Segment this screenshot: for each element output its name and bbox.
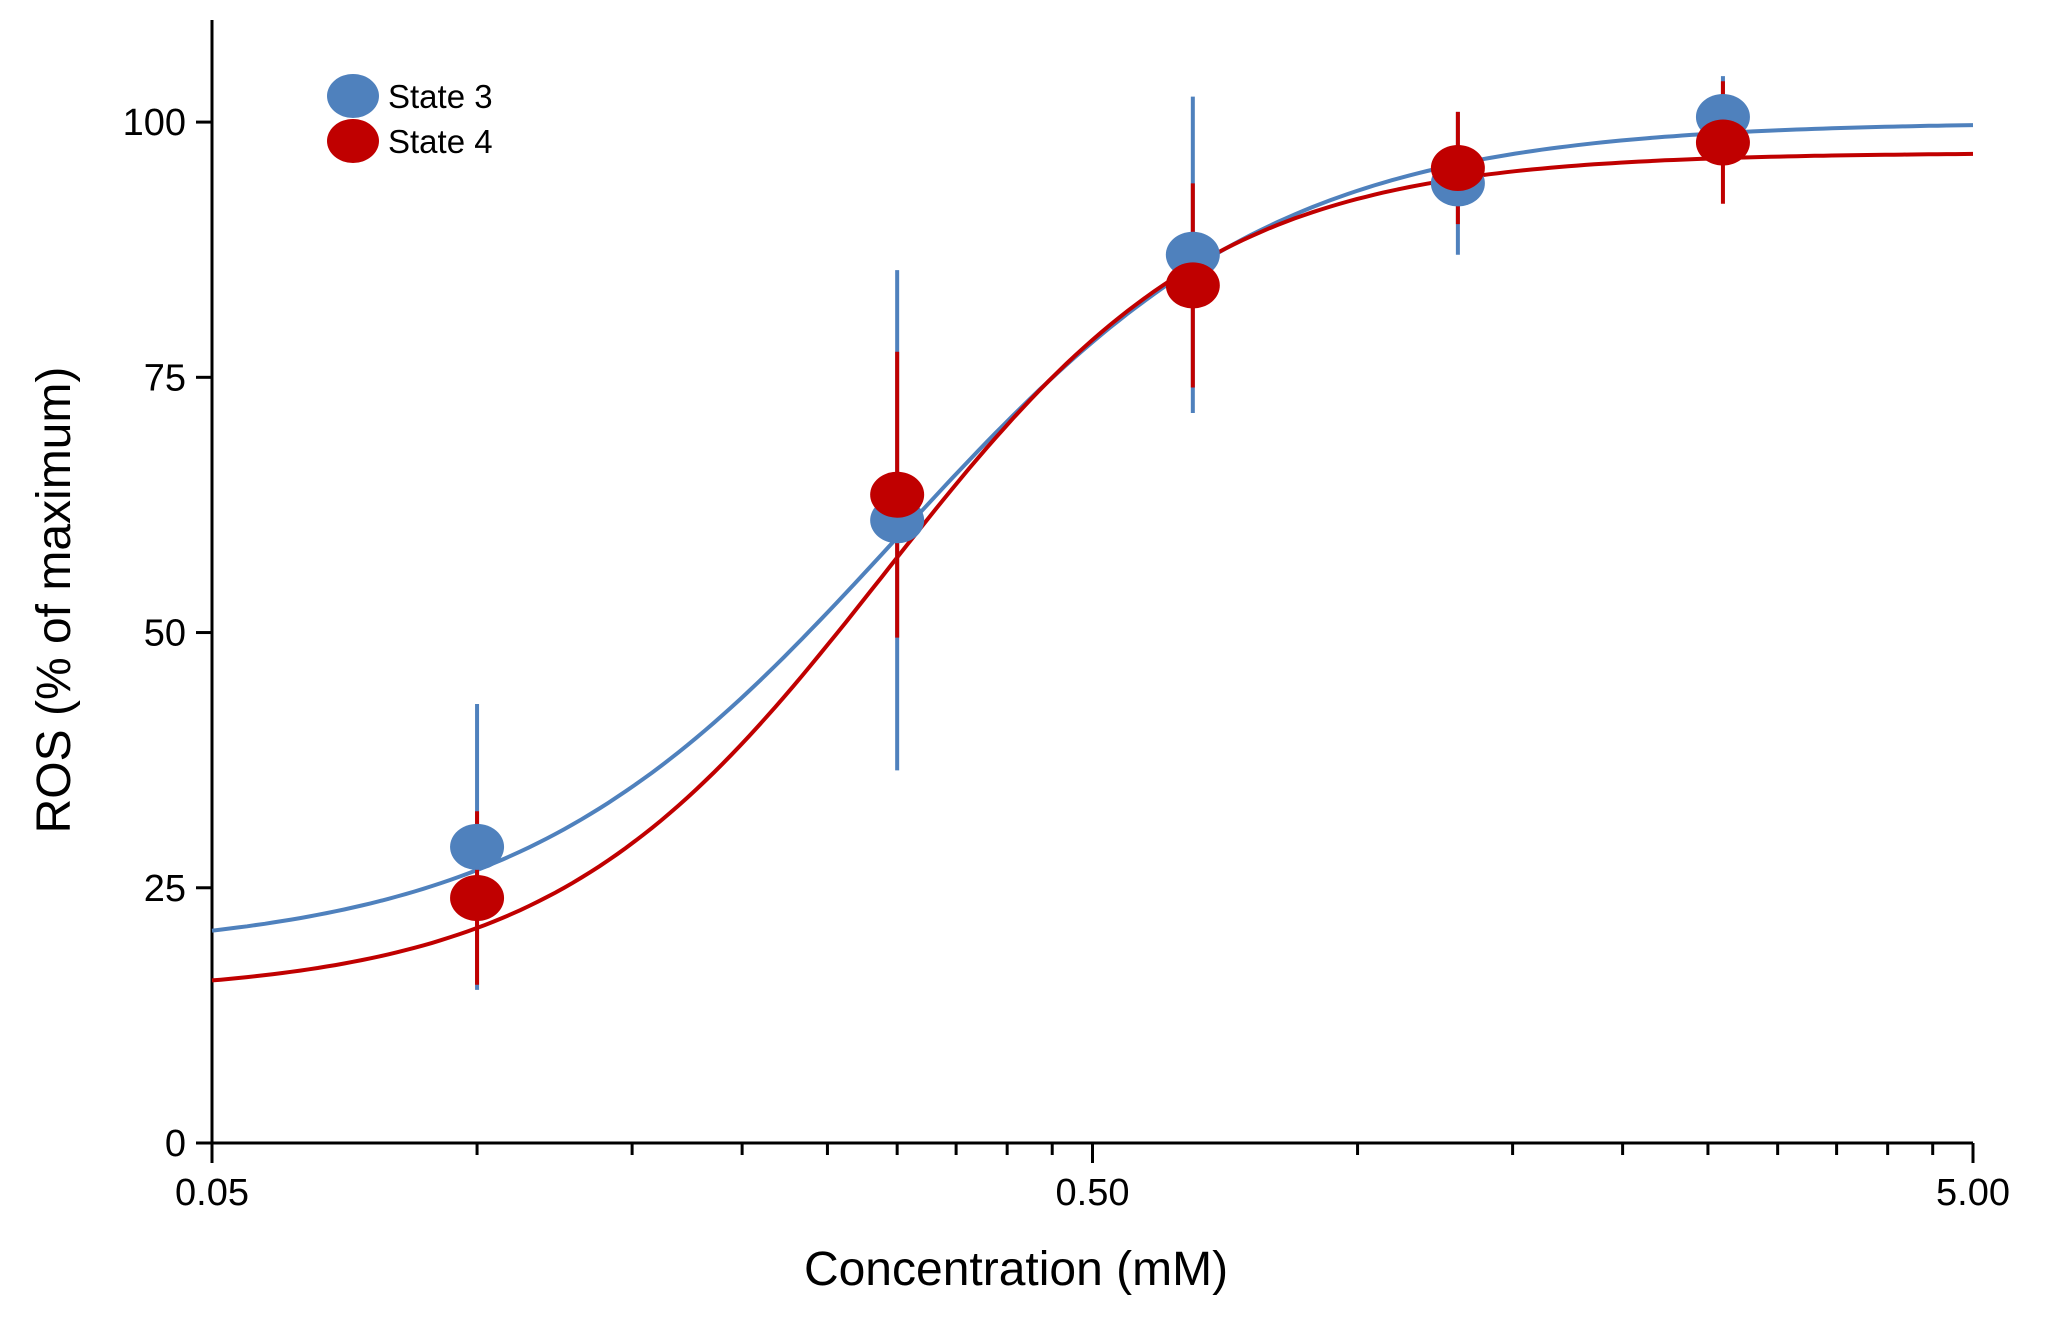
y-axis-title: ROS (% of maximum): [28, 367, 81, 834]
axes: 0 25 50 75 100 0.05 0.50 5.00: [123, 20, 2010, 1214]
y-tick-label: 50: [144, 613, 186, 655]
x-axis-title: Concentration (mM): [804, 1243, 1228, 1296]
data-point-state-4: [450, 874, 505, 921]
data-point-state-4: [1165, 262, 1220, 309]
x-tick-label: 0.50: [1056, 1172, 1130, 1214]
legend-label-state-3: State 3: [388, 78, 493, 115]
x-tick-label: 0.05: [175, 1172, 249, 1214]
y-tick-label: 0: [165, 1123, 186, 1165]
x-tick-label: 5.00: [1936, 1172, 2010, 1214]
data-point-state-4: [1430, 145, 1485, 192]
legend-marker-state-4: [327, 119, 379, 163]
y-tick-label: 100: [123, 102, 186, 144]
y-tick-label: 75: [144, 357, 186, 399]
data-point-state-4: [870, 471, 925, 518]
legend-marker-state-3: [327, 74, 379, 118]
fit-curves: [211, 123, 1974, 983]
data-point-state-3: [450, 823, 505, 870]
data-points: [450, 93, 1750, 921]
legend-label-state-4: State 4: [388, 123, 493, 160]
legend: State 3 State 4: [327, 74, 493, 163]
data-point-state-4: [1695, 119, 1750, 166]
y-tick-label: 25: [144, 868, 186, 910]
error-bars: [475, 76, 1725, 990]
fit-curve-state-4: [211, 151, 1974, 983]
